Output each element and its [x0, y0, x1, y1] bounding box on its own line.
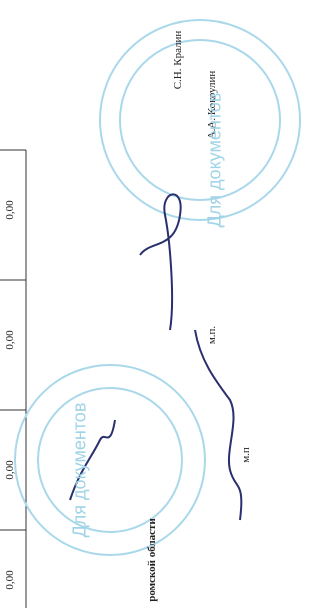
table-cell: 0,00: [4, 460, 16, 479]
table-cell: 0,00: [4, 200, 16, 219]
stamp-circles: [15, 20, 300, 555]
seal-note: м.п.: [206, 326, 218, 344]
table-cell: 0,00: [4, 330, 16, 349]
signatures: [70, 194, 241, 520]
page: 0,00 0,00 0,00 0,00 С.Н. Кралин А.А. Кок…: [0, 0, 304, 608]
document-scan: [0, 0, 304, 608]
table-cell: 0,00: [4, 570, 16, 589]
department: ромской области: [146, 518, 158, 602]
stamp-text: Для документов: [205, 93, 226, 228]
stamp-text: Для документов: [70, 403, 91, 538]
signatory: С.Н. Кралин: [172, 31, 184, 90]
seal-note: м.п: [240, 447, 252, 463]
